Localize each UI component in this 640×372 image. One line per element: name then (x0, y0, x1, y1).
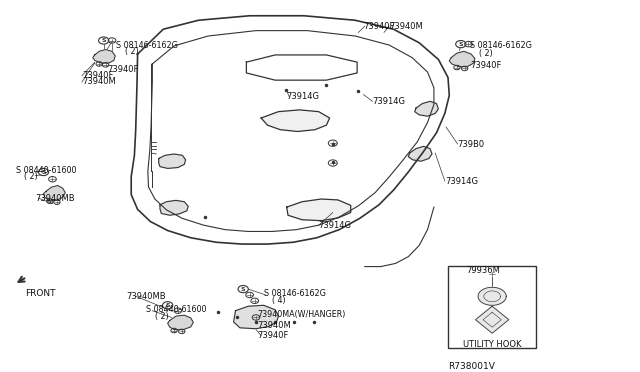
Text: 73940MB: 73940MB (35, 194, 75, 203)
Circle shape (456, 41, 466, 48)
Text: S: S (241, 286, 246, 292)
Text: S: S (101, 38, 106, 43)
Text: FRONT: FRONT (26, 289, 56, 298)
Text: 73914G: 73914G (445, 177, 478, 186)
Bar (448, 266, 536, 347)
Polygon shape (287, 199, 351, 221)
Polygon shape (159, 154, 186, 169)
Polygon shape (449, 51, 475, 67)
Text: S 08440-61600: S 08440-61600 (146, 305, 207, 314)
Text: S: S (41, 170, 46, 174)
Text: ( 2): ( 2) (155, 312, 168, 321)
Text: UTILITY HOOK: UTILITY HOOK (463, 340, 522, 349)
Text: R738001V: R738001V (448, 362, 495, 372)
Text: ( 2): ( 2) (24, 173, 38, 182)
Text: ( 2): ( 2) (125, 47, 138, 56)
Text: 73940F: 73940F (82, 71, 113, 80)
Polygon shape (478, 287, 506, 305)
Polygon shape (415, 101, 438, 116)
Text: S 08440-61600: S 08440-61600 (16, 166, 77, 175)
Polygon shape (44, 186, 65, 201)
Text: 739B0: 739B0 (458, 140, 484, 148)
Text: ( 4): ( 4) (272, 296, 285, 305)
Text: 73940MA(W/HANGER): 73940MA(W/HANGER) (257, 310, 346, 319)
Text: S 08146-6162G: S 08146-6162G (116, 41, 179, 49)
Text: 73940F: 73940F (364, 22, 395, 31)
Circle shape (238, 285, 248, 293)
Circle shape (163, 302, 173, 309)
Polygon shape (160, 201, 188, 215)
Text: 73940M: 73940M (82, 77, 116, 86)
Text: S 08146-6162G: S 08146-6162G (470, 41, 532, 51)
Text: S 08146-6162G: S 08146-6162G (264, 289, 326, 298)
Text: 73940F: 73940F (257, 331, 289, 340)
Text: 73914G: 73914G (319, 221, 352, 230)
Text: 73940M: 73940M (389, 22, 423, 31)
Text: 79936M: 79936M (467, 266, 500, 275)
Text: S: S (165, 303, 170, 308)
Text: 73940M: 73940M (257, 321, 291, 330)
Circle shape (38, 169, 49, 176)
Circle shape (99, 37, 109, 44)
Polygon shape (408, 146, 432, 161)
Text: 73940F: 73940F (470, 61, 502, 70)
Polygon shape (168, 315, 193, 330)
Text: 73940F: 73940F (108, 65, 139, 74)
Text: S: S (458, 42, 463, 46)
Text: 73940MB: 73940MB (127, 292, 166, 301)
Text: 73914G: 73914G (287, 92, 320, 101)
Polygon shape (476, 306, 509, 333)
Polygon shape (234, 305, 278, 329)
Text: ( 2): ( 2) (479, 49, 492, 58)
Polygon shape (93, 49, 115, 63)
Text: 73914G: 73914G (372, 97, 406, 106)
Polygon shape (261, 110, 330, 131)
